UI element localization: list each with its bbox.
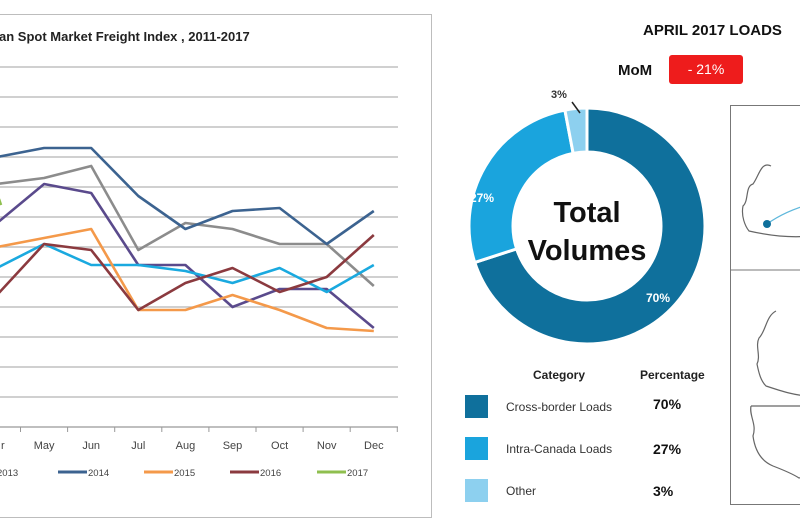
x-tick-label: Sep — [223, 440, 243, 452]
slice-label-cross-border: 70% — [646, 291, 670, 305]
legend-label-2015: 2015 — [174, 468, 195, 479]
x-tick-label: Oct — [271, 440, 288, 452]
category-cross-border: Cross-border Loads — [506, 400, 613, 414]
mom-label: MoM — [618, 62, 653, 79]
series-line — [0, 182, 375, 330]
canada-map-outline-middle — [756, 310, 800, 396]
donut-center-line1: Total — [553, 197, 620, 229]
series-line-2015 — [0, 227, 374, 333]
series-line — [0, 164, 375, 287]
percent-cross-border: 70% — [653, 396, 682, 412]
x-tick-label: May — [34, 440, 55, 452]
map-panel — [730, 105, 800, 505]
swatch-intra-canada — [465, 437, 488, 460]
x-tick-label: Jul — [131, 440, 145, 452]
series-line-2017 — [0, 198, 3, 206]
donut-center-line2: Volumes — [528, 235, 647, 267]
legend-label-2016: 2016 — [260, 468, 281, 479]
x-tick-label: Aug — [176, 440, 196, 452]
total-volumes-donut: 3% 27% 70% Total Volumes — [467, 89, 707, 346]
freight-index-chart-panel: an Spot Market Freight Index , 2011-2017… — [0, 14, 432, 518]
series-line — [0, 242, 375, 294]
category-other: Other — [506, 484, 537, 498]
table-header-percentage: Percentage — [640, 368, 705, 382]
slice-label-other: 3% — [551, 89, 567, 101]
table-header-category: Category — [533, 368, 586, 382]
usa-map-outline — [750, 405, 800, 479]
swatch-cross-border — [465, 395, 488, 418]
other-label-leader — [571, 101, 581, 114]
x-tick-label: r — [1, 440, 5, 452]
canada-map-outline-top — [741, 164, 800, 238]
mom-change-badge: - 21% — [669, 55, 743, 84]
legend-label-2017: 2017 — [347, 468, 368, 479]
percent-other: 3% — [653, 483, 674, 499]
x-tick-label: Nov — [317, 440, 337, 452]
route-line — [766, 206, 800, 225]
slice-label-intra-canada: 27% — [470, 191, 494, 205]
loads-title: APRIL 2017 LOADS — [643, 22, 782, 39]
donut-slice-other — [563, 106, 589, 156]
route-maps — [731, 164, 800, 479]
series-line-2016 — [0, 234, 375, 312]
legend-label-2014: 2014 — [88, 468, 109, 479]
origin-dot — [763, 220, 771, 228]
percent-intra-canada: 27% — [653, 441, 682, 457]
category-intra-canada: Intra-Canada Loads — [506, 442, 613, 456]
freight-index-line-chart: an Spot Market Freight Index , 2011-2017… — [0, 29, 398, 479]
donut-slice-cross-border-loads — [472, 106, 707, 346]
legend-label-2013: 2013 — [0, 468, 18, 479]
x-tick-label: Jun — [82, 440, 100, 452]
series-line-2014 — [0, 146, 375, 246]
x-tick-label: Dec — [364, 440, 384, 452]
chart-title: an Spot Market Freight Index , 2011-2017 — [0, 29, 250, 44]
donut-slice-intra-canada-loads — [467, 108, 575, 265]
swatch-other — [465, 479, 488, 502]
